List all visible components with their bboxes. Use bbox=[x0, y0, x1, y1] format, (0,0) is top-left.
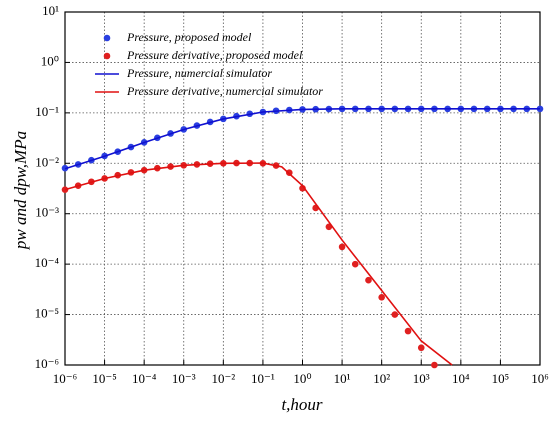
legend-marker bbox=[103, 34, 111, 42]
legend-label: Pressure derivative, numercial simulator bbox=[126, 84, 323, 98]
y-tick-label: 10⁻¹ bbox=[35, 104, 59, 119]
data-point bbox=[378, 294, 385, 301]
y-tick-label: 10⁰ bbox=[41, 53, 59, 68]
x-tick-label: 10⁻¹ bbox=[251, 371, 275, 386]
data-line bbox=[64, 108, 540, 170]
data-line bbox=[64, 162, 453, 366]
y-axis-label: pw and dpw,MPa bbox=[11, 131, 30, 250]
x-tick-label: 10⁻⁵ bbox=[92, 371, 116, 386]
data-point bbox=[338, 243, 346, 251]
legend-label: Pressure, numercial simulator bbox=[126, 66, 272, 80]
x-tick-label: 10⁵ bbox=[492, 371, 510, 386]
data-point bbox=[431, 361, 438, 369]
x-tick-label: 10⁻⁶ bbox=[53, 371, 77, 386]
y-tick-label: 10⁻³ bbox=[35, 205, 59, 220]
data-point bbox=[404, 327, 412, 335]
y-tick-label: 10¹ bbox=[42, 3, 59, 18]
data-point bbox=[61, 186, 69, 193]
y-tick-label: 10⁻² bbox=[35, 154, 59, 169]
x-tick-label: 10⁰ bbox=[293, 371, 311, 386]
legend-marker bbox=[103, 52, 111, 60]
x-tick-label: 10³ bbox=[413, 371, 430, 386]
x-tick-label: 10⁻² bbox=[211, 371, 235, 386]
data-point bbox=[417, 344, 425, 352]
data-point bbox=[391, 311, 399, 318]
x-tick-label: 10² bbox=[373, 371, 390, 386]
x-tick-label: 10⁶ bbox=[531, 371, 549, 386]
legend-label: Pressure derivative, proposed model bbox=[126, 48, 303, 62]
x-tick-label: 10⁻³ bbox=[172, 371, 196, 386]
x-axis-label: t,hour bbox=[281, 395, 322, 414]
legend-label: Pressure, proposed model bbox=[126, 30, 252, 44]
x-tick-label: 10⁻⁴ bbox=[132, 371, 157, 386]
y-tick-label: 10⁻⁶ bbox=[35, 356, 59, 371]
y-tick-label: 10⁻⁴ bbox=[35, 255, 60, 270]
data-point bbox=[365, 276, 372, 284]
y-tick-label: 10⁻⁵ bbox=[35, 306, 59, 321]
x-tick-label: 10¹ bbox=[334, 371, 351, 386]
data-point bbox=[351, 260, 359, 268]
x-tick-label: 10⁴ bbox=[452, 371, 470, 386]
